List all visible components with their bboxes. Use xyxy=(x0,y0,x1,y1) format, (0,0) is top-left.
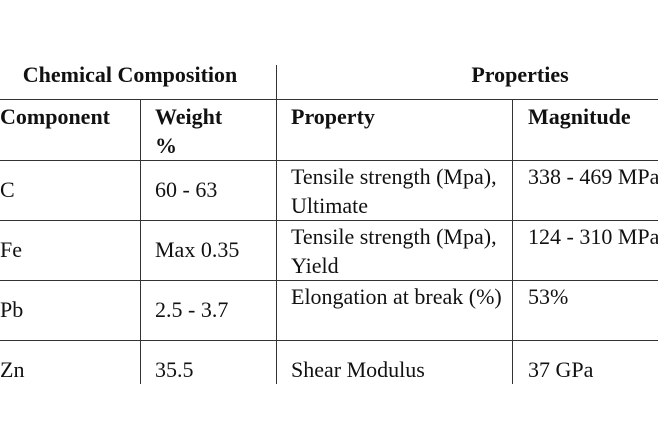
column-header: Property xyxy=(291,104,375,129)
table-cell: 2.5 - 3.7 xyxy=(155,297,229,322)
table-cell: Zn xyxy=(0,357,25,382)
rule xyxy=(0,99,658,100)
rule xyxy=(0,280,658,281)
column-header: Component xyxy=(0,104,111,129)
group-heading: Chemical Composition xyxy=(22,62,238,87)
rule xyxy=(0,220,658,221)
table-cell: C xyxy=(0,177,15,202)
rule xyxy=(0,340,658,341)
group-heading: Properties xyxy=(471,62,569,87)
table-cell: Elongation at break (%) xyxy=(291,284,502,309)
table-cell: Fe xyxy=(0,237,22,262)
table-cell: 35.5 xyxy=(155,357,194,382)
rule xyxy=(512,99,513,384)
table-cell: 338 - 469 MPa xyxy=(528,164,658,189)
table-cell: 37 GPa xyxy=(528,357,594,382)
column-header: Weight % xyxy=(155,104,223,158)
table-cell: Max 0.35 xyxy=(155,237,240,262)
rule xyxy=(276,65,277,384)
rule xyxy=(140,99,141,384)
table-cell: 124 - 310 MPa xyxy=(528,224,658,249)
table-cell: Tensile strength (Mpa), Yield xyxy=(291,224,497,278)
table-cell: Pb xyxy=(0,297,24,322)
rule xyxy=(0,160,658,161)
column-header: Magnitude xyxy=(528,104,631,129)
table-cell: Shear Modulus xyxy=(291,357,425,382)
table-cell: 60 - 63 xyxy=(155,177,218,202)
table-cell: 53% xyxy=(528,284,569,309)
table-cell: Tensile strength (Mpa), Ultimate xyxy=(291,164,497,218)
